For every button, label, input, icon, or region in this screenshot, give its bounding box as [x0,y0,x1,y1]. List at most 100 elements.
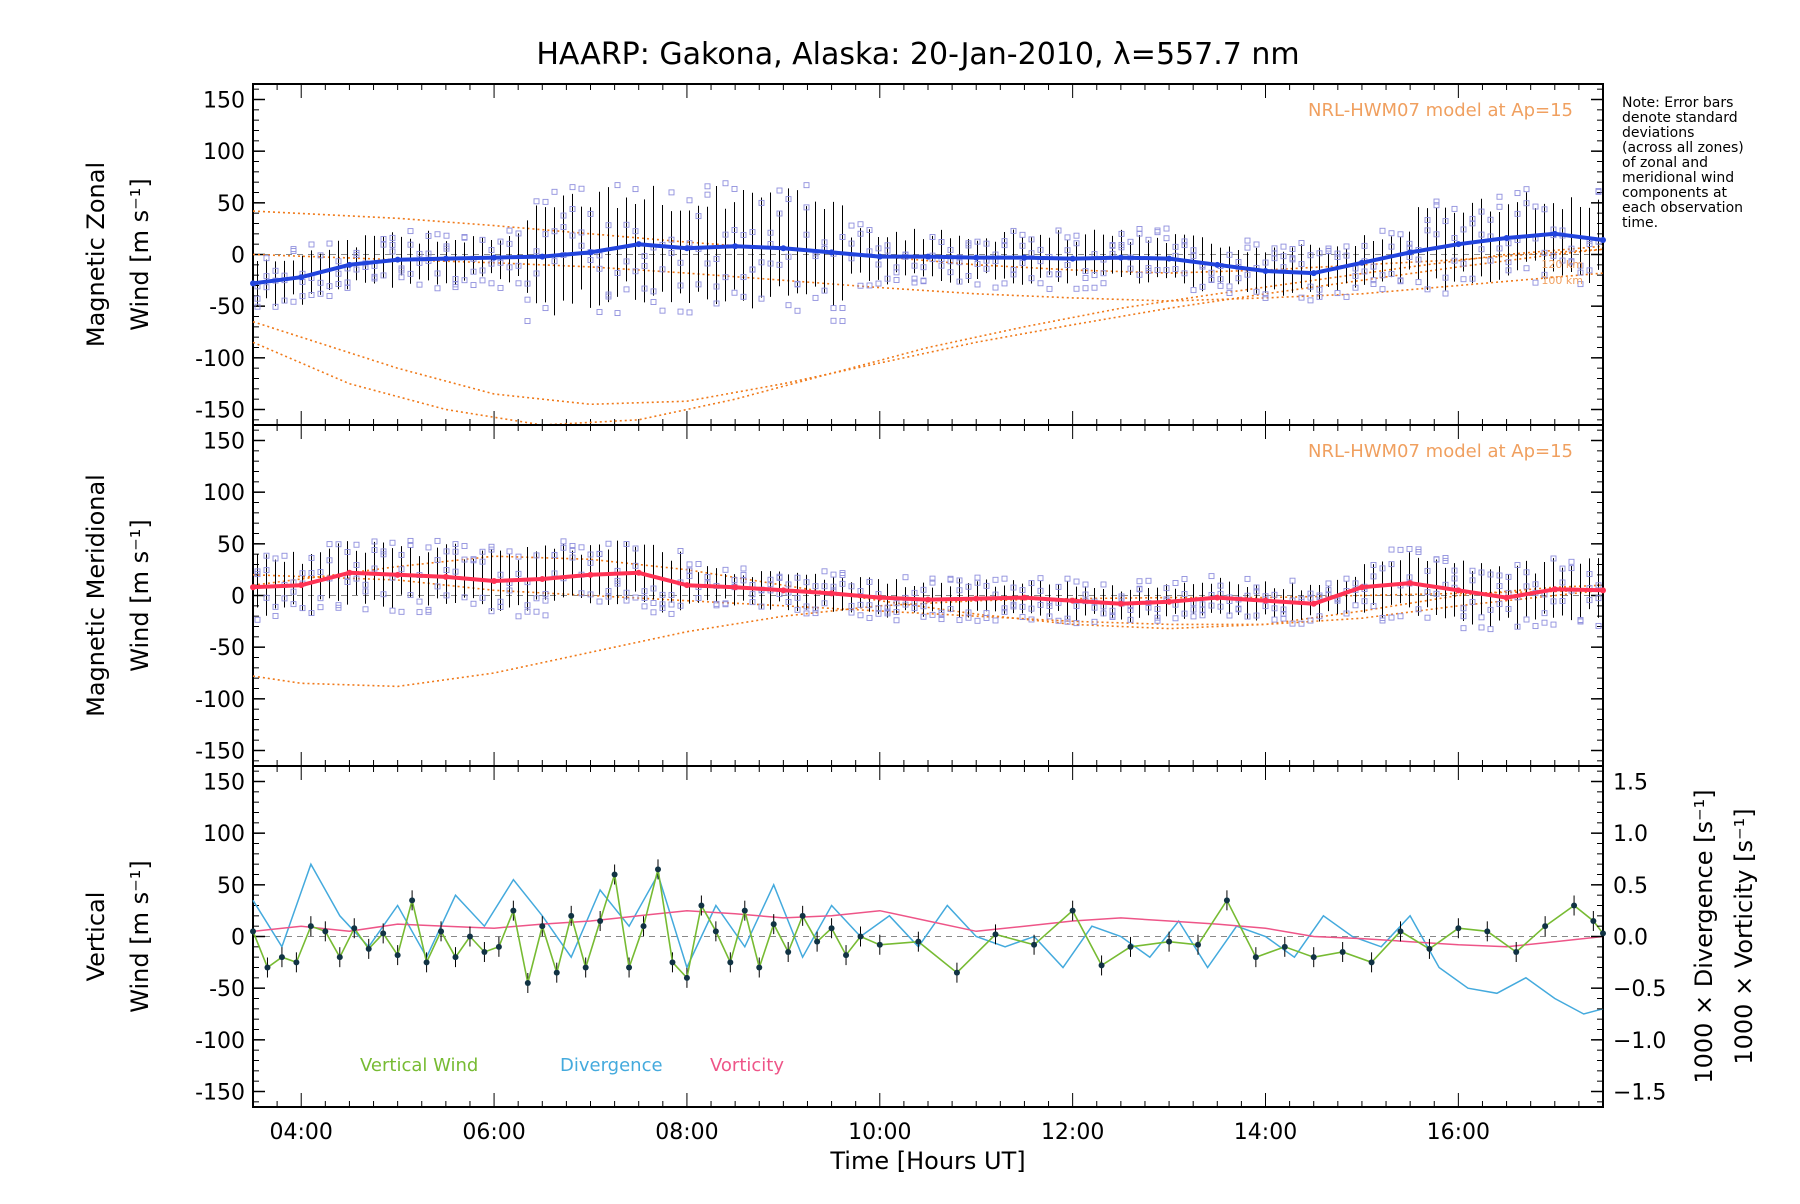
scatter-point [1046,271,1053,278]
series-point [635,569,642,576]
series-point [1358,259,1365,266]
series-point [635,241,642,248]
scatter-point [272,603,279,610]
series-point [876,594,883,601]
vertical-wind-point [293,959,300,966]
y-tick-label: -50 [209,636,245,661]
scatter-point [1172,580,1179,586]
scatter-point [1559,257,1566,264]
scatter-point [1523,583,1530,590]
scatter-point [812,294,819,301]
scatter-point [1172,243,1179,250]
scatter-point [839,234,846,241]
scatter-point [380,591,387,598]
vertical-wind-point [423,959,430,966]
scatter-point [632,562,639,569]
scatter-point [1379,565,1386,572]
scatter-point [956,617,963,624]
scatter-point [1469,220,1476,227]
scatter-point [641,595,648,601]
scatter-point [1190,606,1197,613]
y-tick-label: 100 [203,822,245,847]
scatter-point [740,577,747,584]
scatter-point [812,610,819,617]
scatter-point [1469,275,1476,282]
scatter-point [578,590,585,597]
vertical-wind-point [785,949,792,955]
series-point [346,569,353,576]
scatter-point [1154,267,1161,274]
scatter-point [1514,623,1521,630]
scatter-point [1442,290,1449,297]
scatter-point [1406,574,1413,581]
y-tick-label: 150 [203,430,245,455]
scatter-point [983,240,990,247]
scatter-point [1208,573,1215,580]
right-y-tick-label: 0.0 [1613,926,1648,951]
vertical-wind-point [1397,928,1404,935]
scatter-point [380,272,387,279]
vertical-wind-point [1195,941,1201,948]
scatter-point [812,606,819,613]
scatter-point [1442,218,1449,225]
scatter-point [668,601,675,608]
scatter-point [731,576,738,583]
scatter-point [1514,210,1521,217]
scatter-point [389,248,396,255]
scatter-point [641,253,648,259]
vertical-wind-point [770,921,777,928]
scatter-point [1379,227,1386,234]
scatter-point [1460,625,1467,632]
scatter-point [929,579,936,586]
scatter-point [1181,270,1188,277]
scatter-point [1550,555,1557,562]
scatter-point [380,241,387,248]
scatter-point [1586,571,1593,577]
scatter-point [1496,203,1503,210]
scatter-point [1361,268,1368,275]
scatter-point [1190,287,1197,294]
scatter-point [1424,217,1431,224]
scatter-point [623,221,630,228]
scatter-point [1181,576,1188,582]
scatter-point [389,539,396,546]
vertical-wind-point [953,969,960,976]
scatter-point [1289,256,1296,263]
scatter-point [866,282,873,289]
scatter-point [1541,271,1548,278]
vertical-wind-point [756,964,763,971]
scatter-point [740,274,747,281]
scatter-point [929,234,936,240]
vertical-wind-point [409,897,416,904]
scatter-point [1145,604,1152,611]
scatter-point [803,231,810,238]
scatter-point [1424,589,1431,596]
scatter-point [1559,598,1566,604]
series-point [250,280,256,287]
scatter-point [1379,286,1386,293]
scatter-point [686,197,693,204]
scatter-point [1478,231,1485,238]
scatter-point [830,571,837,578]
scatter-point [1478,208,1485,215]
scatter-point [974,260,981,267]
scatter-point [272,303,279,310]
scatter-point [1460,260,1467,267]
series-point [828,249,835,256]
scatter-point [794,281,801,288]
scatter-point [1028,605,1035,612]
scatter-point [335,258,342,265]
scatter-point [416,609,423,616]
series-point [1310,270,1317,277]
scatter-point [659,605,666,612]
scatter-point [1532,203,1539,210]
scatter-point [650,609,657,616]
model-curve [252,589,1604,688]
scatter-point [371,565,378,572]
scatter-point [1496,583,1503,590]
series-point [1503,594,1510,601]
scatter-point [1460,613,1467,620]
scatter-point [992,576,999,583]
scatter-point [1433,231,1440,238]
series-point [587,249,594,256]
